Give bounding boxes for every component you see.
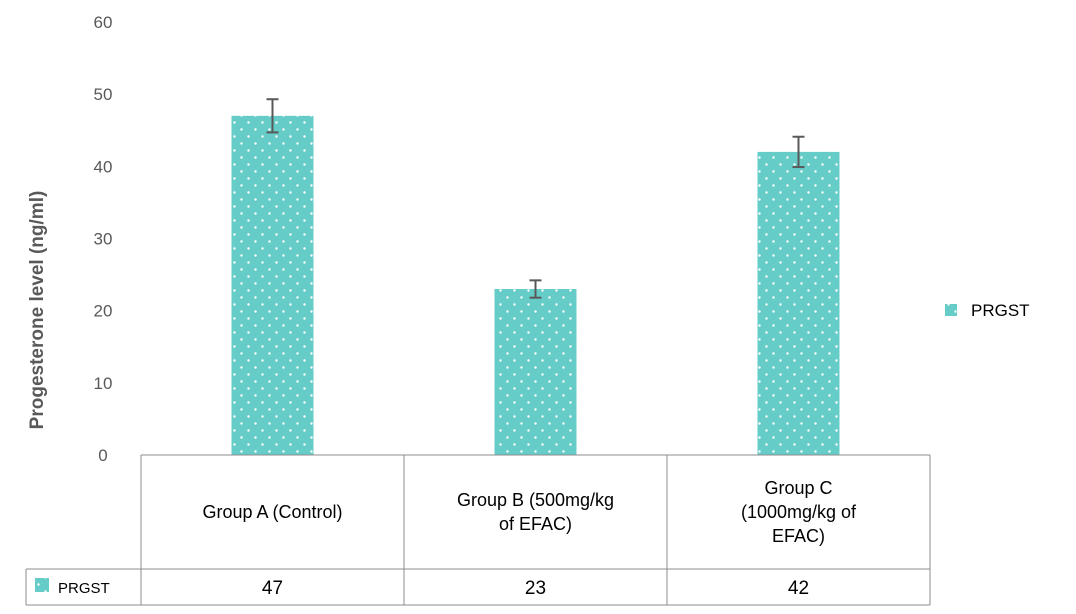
error-bar (792, 135, 805, 169)
y-axis-label: Progesterone level (ng/ml) (27, 191, 48, 430)
y-tick-label: 60 (94, 13, 113, 32)
legend-label: PRGST (971, 301, 1030, 320)
error-bar (266, 98, 279, 134)
y-tick-label: 20 (94, 302, 113, 321)
legend-swatch (945, 304, 957, 316)
error-bar (529, 279, 542, 299)
category-label: Group B (500mg/kg of EFAC) (457, 490, 614, 534)
data-label: 23 (525, 578, 546, 599)
table-legend-label: PRGST (58, 580, 110, 597)
data-table: Group A (Control) Group B (500mg/kg of EFA… (25, 454, 931, 606)
table-legend-swatch (35, 578, 49, 592)
bar (231, 115, 314, 456)
legend: PRGST (945, 301, 1030, 320)
bars (231, 115, 840, 456)
y-tick-label: 30 (94, 230, 113, 249)
error-bars (266, 98, 805, 299)
data-label: 42 (788, 578, 809, 599)
y-tick-label: 0 (98, 446, 107, 465)
bar (494, 289, 577, 455)
category-label: Group C (1000mg/kg of EFAC) (741, 478, 857, 546)
bar (757, 151, 840, 455)
y-tick-label: 10 (94, 374, 113, 393)
category-label: Group A (Control) (202, 502, 342, 522)
y-tick-label: 40 (94, 157, 113, 176)
y-tick-label: 50 (94, 85, 113, 104)
y-axis-ticks: 0 10 20 30 40 50 60 (94, 13, 113, 465)
data-label: 47 (262, 578, 283, 599)
